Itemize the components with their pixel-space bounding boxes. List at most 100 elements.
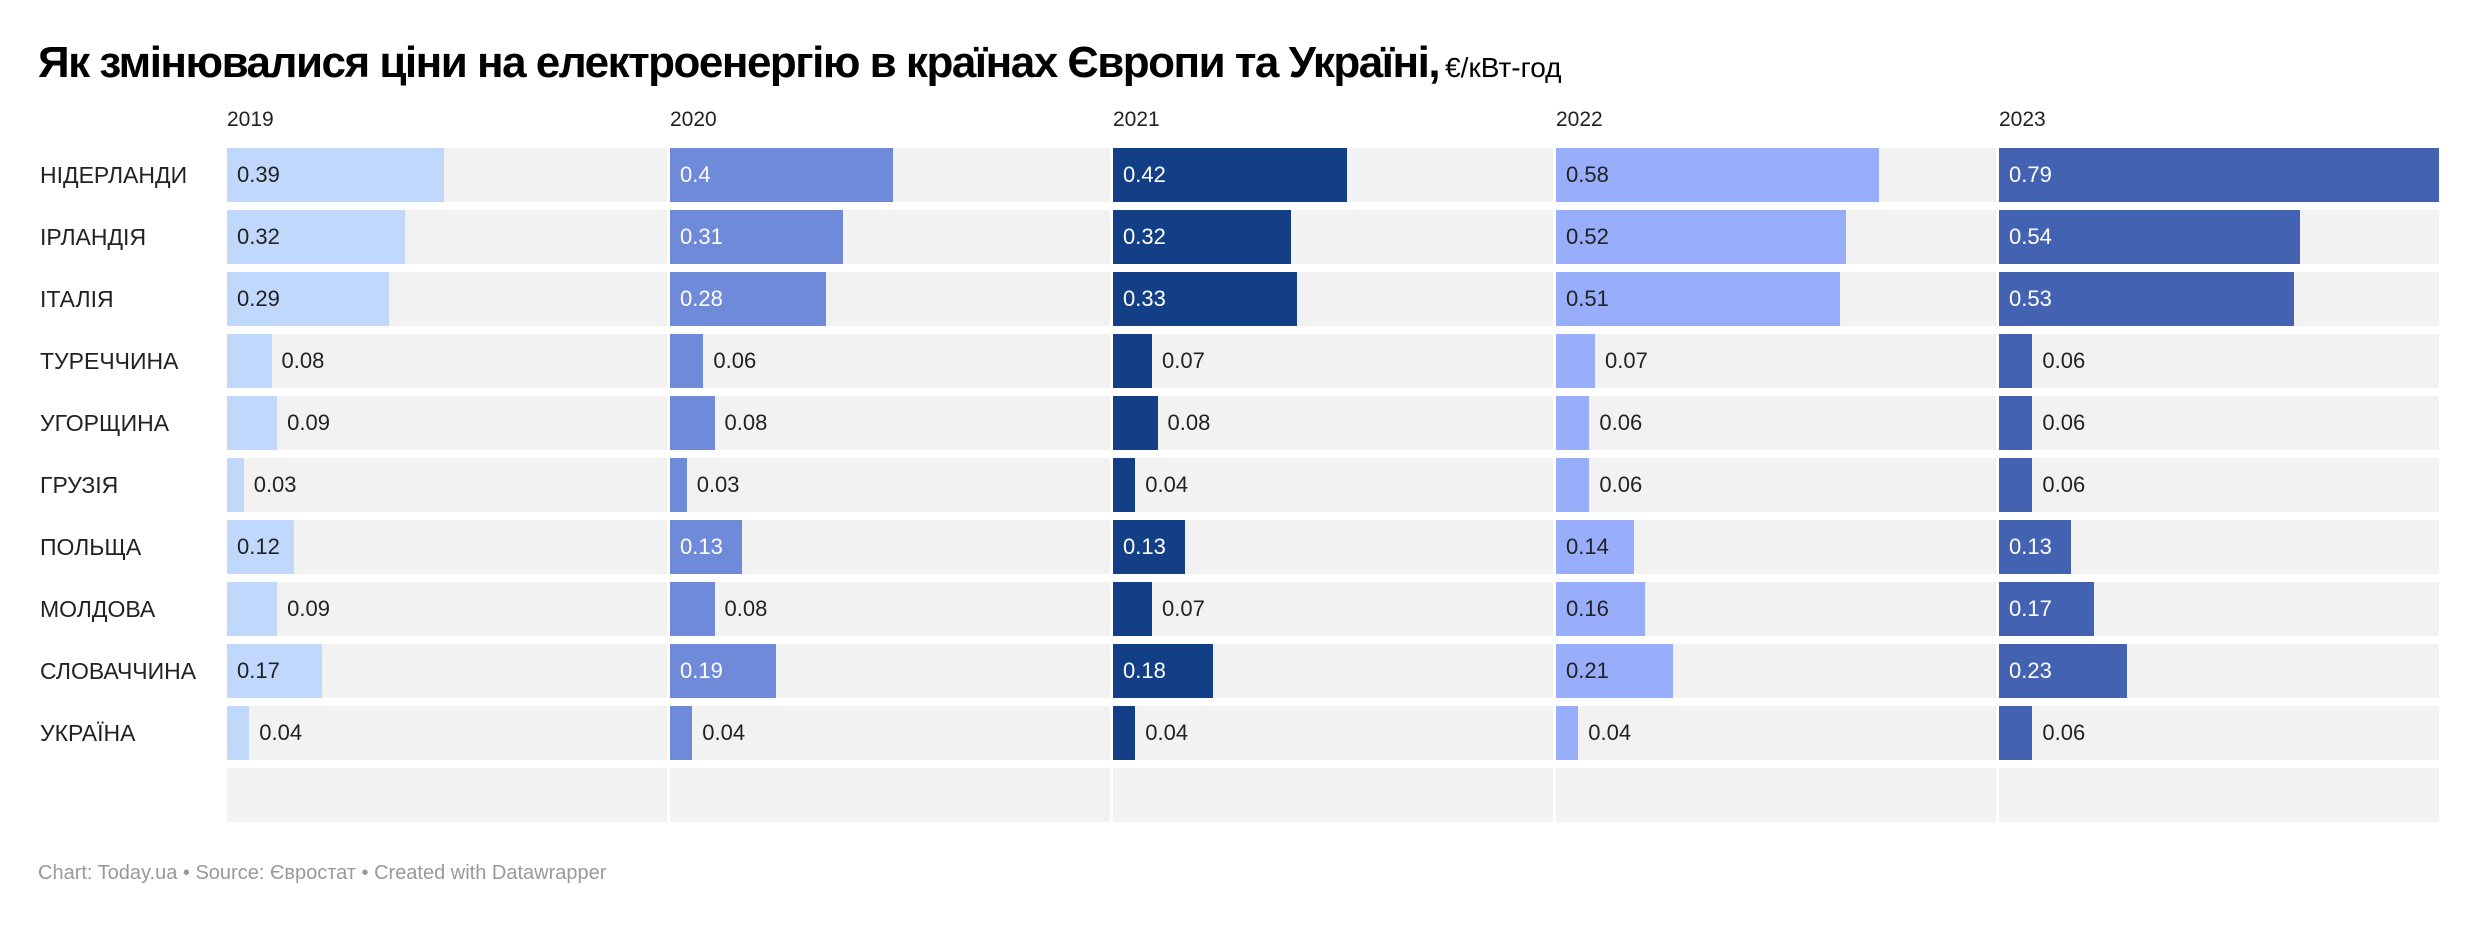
value-label: 0.31 [680, 224, 723, 249]
row-background [1999, 520, 2439, 574]
row-background [670, 334, 1110, 388]
bar [227, 644, 322, 698]
row-label: ІТАЛІЯ [40, 286, 114, 312]
value-label: 0.07 [1161, 596, 1205, 621]
value-label: 0.13 [680, 534, 723, 559]
row-background [1113, 520, 1553, 574]
row-background [1113, 334, 1553, 388]
row-label: ГРУЗІЯ [40, 472, 119, 498]
row-label: ПОЛЬЩА [40, 534, 142, 560]
row-background [227, 706, 667, 760]
row-background [1999, 396, 2439, 450]
value-label: 0.13 [2009, 534, 2052, 559]
bar [670, 706, 693, 760]
value-label: 0.04 [1588, 720, 1632, 745]
row-background [1113, 582, 1553, 636]
value-label: 0.33 [1123, 286, 1166, 311]
bar [1999, 520, 2072, 574]
value-label: 0.18 [1123, 658, 1166, 683]
value-label: 0.52 [1566, 224, 1609, 249]
bar [1999, 396, 2033, 450]
bar [1113, 272, 1297, 326]
unit-label: €/кВт-год [1445, 52, 1562, 83]
row-background [1113, 706, 1553, 760]
value-label: 0.06 [713, 348, 757, 373]
row-background [1113, 458, 1553, 512]
column-header: 2022 [1556, 108, 1603, 131]
value-label: 0.58 [1566, 162, 1609, 187]
bar [1999, 706, 2033, 760]
row-background [1999, 706, 2439, 760]
row-background [670, 706, 1110, 760]
value-label: 0.06 [2042, 348, 2086, 373]
bar [1113, 706, 1136, 760]
row-background [227, 458, 667, 512]
value-label: 0.06 [1599, 410, 1643, 435]
bar [1113, 458, 1136, 512]
row-label: СЛОВАЧЧИНА [40, 658, 197, 684]
value-label: 0.04 [1145, 472, 1189, 497]
bar [227, 582, 278, 636]
bar [670, 520, 743, 574]
bar [670, 396, 715, 450]
value-label: 0.04 [259, 720, 303, 745]
value-label: 0.13 [1123, 534, 1166, 559]
value-label: 0.4 [680, 162, 711, 187]
value-label: 0.04 [1145, 720, 1189, 745]
row-background [670, 768, 1110, 822]
row-background [227, 520, 667, 574]
bar [670, 644, 776, 698]
value-label: 0.42 [1123, 162, 1166, 187]
value-label: 0.07 [1161, 348, 1205, 373]
bar [670, 458, 687, 512]
bar [227, 458, 244, 512]
bar [1113, 148, 1347, 202]
bar [1113, 334, 1152, 388]
bar [1556, 706, 1579, 760]
value-label: 0.08 [724, 596, 768, 621]
value-label: 0.03 [253, 472, 297, 497]
bar [1556, 458, 1590, 512]
row-background [227, 768, 667, 822]
bar [1113, 644, 1214, 698]
value-label: 0.32 [237, 224, 280, 249]
bar [227, 396, 278, 450]
bar [670, 334, 704, 388]
value-label: 0.04 [702, 720, 746, 745]
value-label: 0.12 [237, 534, 280, 559]
bar [1999, 582, 2094, 636]
bar [227, 210, 406, 264]
row-background [1556, 458, 1996, 512]
value-label: 0.08 [281, 348, 325, 373]
bar [227, 272, 389, 326]
bar [1113, 520, 1186, 574]
row-label: УГОРЩИНА [40, 410, 170, 436]
value-label: 0.32 [1123, 224, 1166, 249]
row-background [227, 334, 667, 388]
row-background [670, 582, 1110, 636]
value-label: 0.19 [680, 658, 723, 683]
bar [227, 148, 445, 202]
value-label: 0.28 [680, 286, 723, 311]
row-background [1556, 334, 1996, 388]
value-label: 0.51 [1566, 286, 1609, 311]
bar [1999, 272, 2295, 326]
value-label: 0.08 [724, 410, 768, 435]
value-label: 0.03 [696, 472, 740, 497]
title-text: Як змінювалися ціни на електроенергію в … [38, 38, 1441, 87]
bar [1999, 644, 2128, 698]
bar [1999, 458, 2033, 512]
bar [1556, 210, 1846, 264]
bar [227, 334, 272, 388]
column-header: 2023 [1999, 108, 2046, 131]
bar [670, 210, 843, 264]
bar [1113, 210, 1292, 264]
row-background [1113, 396, 1553, 450]
bar [1556, 148, 1880, 202]
value-label: 0.17 [2009, 596, 2052, 621]
value-label: 0.54 [2009, 224, 2052, 249]
bar [1556, 644, 1673, 698]
bar [227, 706, 250, 760]
bar [1556, 582, 1646, 636]
row-background [670, 458, 1110, 512]
